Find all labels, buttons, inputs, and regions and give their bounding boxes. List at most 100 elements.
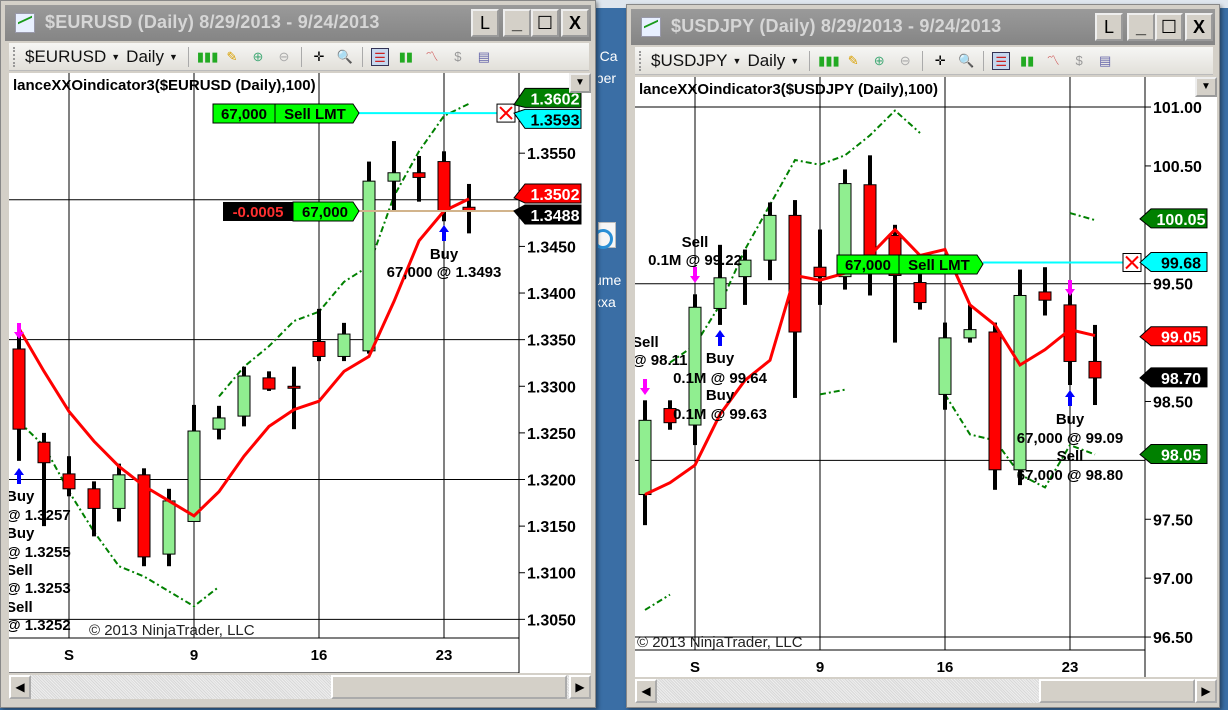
orders-panel-icon[interactable]: ☰: [370, 47, 389, 66]
link-button[interactable]: L: [471, 9, 499, 37]
pencil-draw-icon[interactable]: ✎: [226, 48, 238, 64]
horizontal-scrollbar[interactable]: ◀ ▶: [635, 679, 1217, 703]
scroll-right-button[interactable]: ▶: [1195, 679, 1217, 703]
candle-body: [187, 430, 201, 522]
panel-menu-button[interactable]: ▼: [1195, 77, 1217, 97]
instrument-selector[interactable]: $EURUSD ▼: [25, 47, 120, 67]
y-axis-tick-label: 96.50: [1153, 630, 1193, 647]
y-axis-tick-label: 100.50: [1153, 159, 1202, 176]
execution-label: Sell: [1057, 448, 1084, 465]
scroll-right-button[interactable]: ▶: [569, 675, 591, 699]
y-axis-tick-label: 101.00: [1153, 100, 1202, 117]
interval-selector[interactable]: Daily ▼: [126, 47, 178, 67]
pencil-draw-icon[interactable]: ✎: [847, 52, 859, 68]
candle-body: [62, 473, 76, 490]
toolbar-grip[interactable]: [13, 46, 19, 67]
y-axis-tick-label: 1.3350: [527, 333, 576, 350]
y-axis-tick-label: 1.3100: [527, 566, 576, 583]
close-button[interactable]: X: [1185, 13, 1213, 41]
execution-label: Buy: [706, 350, 735, 367]
zoom-in-icon[interactable]: ⊕: [252, 48, 264, 64]
orders-panel-icon[interactable]: ☰: [992, 51, 1011, 70]
minimize-button[interactable]: _: [1127, 13, 1155, 41]
maximize-button[interactable]: ☐: [531, 9, 559, 37]
data-box-icon[interactable]: 🔍: [336, 48, 353, 64]
crosshair-icon[interactable]: ✛: [934, 52, 946, 68]
bars-icon[interactable]: ▮▮: [398, 48, 414, 64]
indicators-icon[interactable]: 〽: [1046, 52, 1060, 68]
scroll-thumb[interactable]: [1039, 679, 1195, 703]
pnl-bg: [223, 201, 293, 221]
cancel-order-button[interactable]: [1122, 253, 1142, 273]
window-title: $USDJPY (Daily) 8/29/2013 - 9/24/2013: [671, 16, 1002, 36]
candle-body: [938, 337, 952, 395]
scroll-thumb[interactable]: [331, 675, 567, 699]
chart-window-usdjpy: $USDJPY (Daily) 8/29/2013 - 9/24/2013 L …: [626, 4, 1220, 708]
desktop-text: p Ca: [598, 48, 618, 64]
price-chart[interactable]: S 9 16 23 101.00 100.50 99.50 98.50 97.50 97.00 96…: [635, 77, 1217, 677]
y-axis-tick-label: 1.3200: [527, 473, 576, 490]
chevron-down-icon: ▼: [790, 55, 800, 66]
candle-body: [37, 441, 51, 464]
maximize-button[interactable]: ☐: [1155, 13, 1183, 41]
position-qty: 67,000: [302, 204, 348, 221]
strategies-icon[interactable]: $: [454, 48, 462, 64]
order-quantity: 67,000: [221, 106, 267, 123]
chart-toolbar: $USDJPY ▼ Daily ▼ ▮▮▮ ✎ ⊕ ⊖ ✛ 🔍 ☰ ▮▮ 〽 $ ▤: [635, 47, 1213, 75]
price-chart[interactable]: S 9 16 23 1.3550 1.3450 1.3400 1.3350 1.3300 1.32…: [9, 73, 591, 673]
bars-icon[interactable]: ▮▮: [1020, 52, 1035, 68]
candle-body: [638, 419, 652, 496]
title-bar[interactable]: $EURUSD (Daily) 8/29/2013 - 9/24/2013 L …: [5, 5, 591, 41]
x-axis-tick-label: 16: [311, 647, 328, 664]
properties-icon[interactable]: ▤: [477, 48, 491, 64]
chart-panel[interactable]: S 9 16 23 1.3550 1.3450 1.3400 1.3350 1.3300 1.32…: [9, 73, 591, 673]
sell-arrow-icon: [14, 323, 24, 339]
interval-selector[interactable]: Daily ▼: [747, 51, 799, 71]
instrument-selector[interactable]: $USDJPY ▼: [651, 51, 741, 71]
link-button[interactable]: L: [1095, 13, 1123, 41]
order-label-bg: [212, 103, 360, 124]
scroll-left-button[interactable]: ◀: [635, 679, 657, 703]
internet-explorer-icon[interactable]: [598, 222, 616, 249]
execution-label: 0.1M @ 99.22: [648, 252, 742, 269]
panel-menu-button[interactable]: ▼: [569, 73, 591, 93]
scroll-left-button[interactable]: ◀: [9, 675, 31, 699]
execution-label: Sell: [9, 599, 33, 616]
toolbar-grip[interactable]: [639, 50, 645, 71]
candle-body: [1013, 294, 1027, 471]
zoom-out-icon[interactable]: ⊖: [899, 52, 911, 68]
position-label[interactable]: -0.0005 67,000: [223, 201, 360, 222]
close-button[interactable]: X: [561, 9, 589, 37]
chart-app-icon: [15, 13, 35, 33]
y-axis-tick-label: 97.50: [1153, 512, 1193, 529]
data-box-icon[interactable]: 🔍: [958, 52, 975, 68]
zoom-in-icon[interactable]: ⊕: [873, 52, 885, 68]
execution-label: 0.1M @ 99.64: [673, 370, 768, 387]
sell-limit-order-label[interactable]: 67,000 Sell LMT: [212, 103, 360, 124]
candle-body: [963, 329, 977, 339]
cancel-order-button[interactable]: [496, 103, 516, 123]
price-tag: [513, 108, 582, 129]
properties-icon[interactable]: ▤: [1099, 52, 1112, 68]
candle-body: [713, 277, 727, 309]
zoom-out-icon[interactable]: ⊖: [278, 48, 290, 64]
strategies-icon[interactable]: $: [1075, 52, 1083, 68]
crosshair-icon[interactable]: ✛: [313, 48, 325, 64]
price-tag-label: 1.3502: [531, 187, 580, 204]
chart-panel[interactable]: S 9 16 23 101.00 100.50 99.50 98.50 97.50 97.00 96…: [635, 77, 1217, 677]
interval-label: Daily: [747, 50, 786, 70]
minimize-button[interactable]: _: [503, 9, 531, 37]
horizontal-scrollbar[interactable]: ◀ ▶: [9, 675, 591, 699]
price-tag-label: 1.3593: [531, 112, 580, 129]
sell-limit-order-label[interactable]: 67,000 Sell LMT: [836, 254, 984, 275]
title-bar[interactable]: $USDJPY (Daily) 8/29/2013 - 9/24/2013 L …: [631, 9, 1215, 45]
candle-body: [212, 417, 226, 430]
chart-style-icon[interactable]: ▮▮▮: [196, 48, 219, 64]
indicators-icon[interactable]: 〽: [425, 48, 439, 64]
execution-label: 67,000 @ 99.09: [1017, 430, 1123, 447]
price-tag-label: 100.05: [1157, 212, 1206, 229]
candle-wick: [968, 304, 972, 343]
buy-arrow-icon: [439, 225, 449, 241]
candle-body: [988, 331, 1002, 471]
chart-style-icon[interactable]: ▮▮▮: [818, 52, 840, 68]
